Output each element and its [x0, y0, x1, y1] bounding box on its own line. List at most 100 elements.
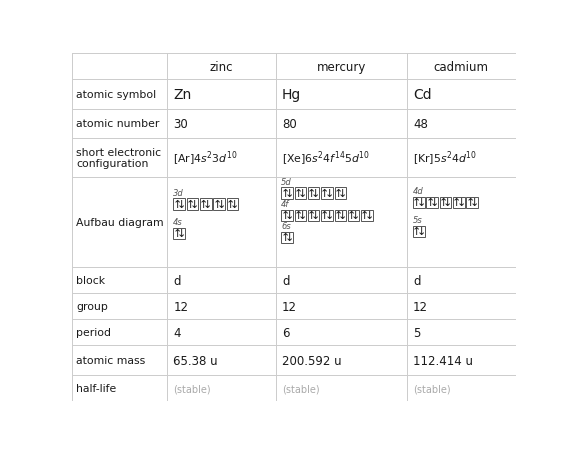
Text: ↑: ↑: [320, 211, 329, 221]
Text: ↑: ↑: [465, 198, 475, 207]
Text: ↓: ↓: [311, 211, 320, 221]
Text: ↓: ↓: [324, 211, 333, 221]
Text: (stable): (stable): [282, 383, 320, 393]
Text: ↓: ↓: [469, 198, 479, 207]
Bar: [335, 188, 346, 199]
Text: ↑: ↑: [172, 229, 182, 239]
Bar: [281, 210, 293, 221]
Text: 4s: 4s: [173, 218, 183, 227]
Text: atomic number: atomic number: [76, 119, 159, 129]
Text: group: group: [76, 302, 108, 312]
Text: 30: 30: [173, 117, 188, 130]
Bar: [173, 228, 185, 239]
Text: ↓: ↓: [311, 189, 320, 198]
Text: ↓: ↓: [230, 199, 239, 209]
Text: atomic mass: atomic mass: [76, 355, 146, 365]
Text: ↑: ↑: [280, 211, 289, 221]
Text: ↑: ↑: [226, 199, 235, 209]
Text: period: period: [76, 327, 111, 337]
Text: 48: 48: [413, 117, 428, 130]
Text: ↓: ↓: [298, 211, 307, 221]
Text: ↓: ↓: [456, 198, 466, 207]
Text: 65.38 u: 65.38 u: [173, 354, 218, 367]
Bar: [308, 210, 319, 221]
Text: ↓: ↓: [324, 189, 333, 198]
Text: 12: 12: [413, 300, 428, 313]
Text: cadmium: cadmium: [434, 60, 489, 74]
Bar: [335, 210, 346, 221]
Bar: [321, 188, 333, 199]
Text: ↑: ↑: [293, 189, 303, 198]
Text: ↓: ↓: [364, 211, 374, 221]
Text: 12: 12: [173, 300, 189, 313]
Text: (stable): (stable): [173, 383, 211, 393]
Text: ↓: ↓: [190, 199, 199, 209]
Text: ↓: ↓: [351, 211, 360, 221]
Text: 5: 5: [413, 326, 421, 339]
Text: ↑: ↑: [280, 233, 289, 243]
Bar: [295, 188, 306, 199]
Text: ↓: ↓: [430, 198, 439, 207]
Bar: [413, 226, 425, 237]
Text: $\mathsf{[Xe]6}s^2\mathsf{4}f^{14}\mathsf{5}d^{10}$: $\mathsf{[Xe]6}s^2\mathsf{4}f^{14}\maths…: [282, 149, 370, 167]
Text: ↑: ↑: [425, 198, 435, 207]
Text: (stable): (stable): [413, 383, 451, 393]
Text: ↑: ↑: [333, 189, 343, 198]
Bar: [200, 199, 211, 210]
Text: ↑: ↑: [333, 211, 343, 221]
Text: ↓: ↓: [203, 199, 213, 209]
Text: 4: 4: [173, 326, 181, 339]
Text: short electronic
configuration: short electronic configuration: [76, 147, 161, 169]
Text: atomic symbol: atomic symbol: [76, 90, 156, 100]
Text: d: d: [413, 274, 421, 287]
Text: 112.414 u: 112.414 u: [413, 354, 473, 367]
Text: mercury: mercury: [317, 60, 366, 74]
Bar: [453, 197, 465, 208]
Bar: [308, 188, 319, 199]
Bar: [295, 210, 306, 221]
Text: d: d: [282, 274, 289, 287]
Text: ↓: ↓: [337, 189, 347, 198]
Text: 5d: 5d: [281, 177, 292, 186]
Bar: [413, 197, 425, 208]
Text: block: block: [76, 276, 105, 286]
Text: ↓: ↓: [416, 198, 426, 207]
Text: ↑: ↑: [280, 189, 289, 198]
Text: 80: 80: [282, 117, 297, 130]
Text: ↓: ↓: [443, 198, 452, 207]
Text: ↓: ↓: [176, 199, 186, 209]
Text: $\mathsf{[Kr]5}s^2\mathsf{4}d^{10}$: $\mathsf{[Kr]5}s^2\mathsf{4}d^{10}$: [413, 149, 477, 167]
Text: ↓: ↓: [298, 189, 307, 198]
Text: half-life: half-life: [76, 383, 116, 393]
Text: ↑: ↑: [452, 198, 461, 207]
Bar: [361, 210, 372, 221]
Text: ↑: ↑: [412, 227, 422, 237]
Text: 4d: 4d: [413, 186, 424, 195]
Text: 4f: 4f: [281, 200, 289, 209]
Text: zinc: zinc: [210, 60, 233, 74]
Text: ↑: ↑: [307, 189, 316, 198]
Text: 200.592 u: 200.592 u: [282, 354, 342, 367]
Text: ↑: ↑: [307, 211, 316, 221]
Text: ↓: ↓: [217, 199, 226, 209]
Text: Aufbau diagram: Aufbau diagram: [76, 217, 164, 228]
Text: ↑: ↑: [347, 211, 356, 221]
Bar: [348, 210, 359, 221]
Bar: [281, 232, 293, 243]
Text: ↑: ↑: [320, 189, 329, 198]
Text: ↓: ↓: [416, 227, 426, 237]
Text: ↓: ↓: [284, 211, 294, 221]
Text: ↑: ↑: [172, 199, 182, 209]
Text: ↑: ↑: [199, 199, 209, 209]
Text: ↓: ↓: [284, 233, 294, 243]
Bar: [187, 199, 198, 210]
Text: ↑: ↑: [439, 198, 448, 207]
Text: ↓: ↓: [284, 189, 294, 198]
Bar: [426, 197, 438, 208]
Text: 5s: 5s: [413, 216, 423, 225]
Text: Hg: Hg: [282, 87, 301, 101]
Text: ↑: ↑: [186, 199, 195, 209]
Text: d: d: [173, 274, 181, 287]
Bar: [173, 199, 185, 210]
Text: Cd: Cd: [413, 87, 431, 101]
